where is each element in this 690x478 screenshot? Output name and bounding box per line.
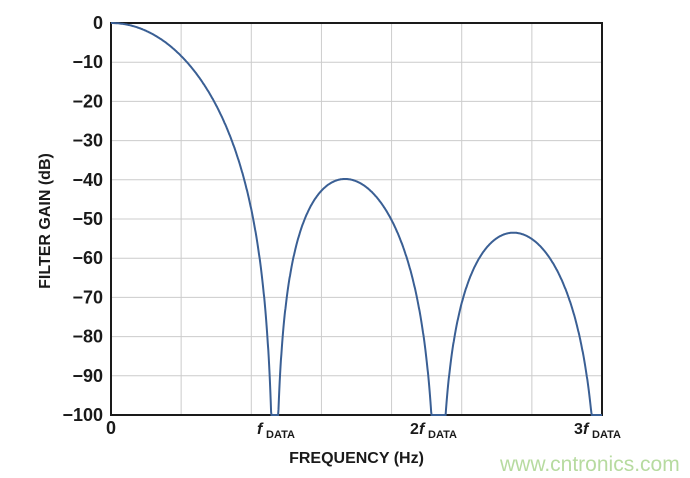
- svg-text:DATA: DATA: [592, 429, 621, 441]
- svg-text:FREQUENCY (Hz): FREQUENCY (Hz): [289, 450, 424, 467]
- svg-text:−70: −70: [72, 287, 103, 307]
- svg-text:2: 2: [410, 421, 419, 438]
- svg-text:−60: −60: [72, 248, 103, 268]
- svg-text:DATA: DATA: [266, 429, 295, 441]
- svg-text:f: f: [419, 421, 426, 438]
- svg-text:www.cntronics.com: www.cntronics.com: [499, 453, 680, 476]
- svg-text:−40: −40: [72, 170, 103, 190]
- svg-text:−20: −20: [72, 91, 103, 111]
- svg-text:f: f: [583, 421, 590, 438]
- svg-text:−30: −30: [72, 131, 103, 151]
- svg-text:−90: −90: [72, 366, 103, 386]
- svg-text:−80: −80: [72, 327, 103, 347]
- svg-text:f: f: [257, 421, 264, 438]
- svg-text:−50: −50: [72, 209, 103, 229]
- svg-text:−10: −10: [72, 52, 103, 72]
- svg-text:DATA: DATA: [428, 429, 457, 441]
- svg-text:0: 0: [106, 418, 116, 438]
- svg-text:0: 0: [93, 13, 103, 33]
- svg-text:FILTER GAIN (dB): FILTER GAIN (dB): [37, 153, 54, 289]
- svg-text:3: 3: [574, 421, 583, 438]
- svg-text:−100: −100: [62, 405, 103, 425]
